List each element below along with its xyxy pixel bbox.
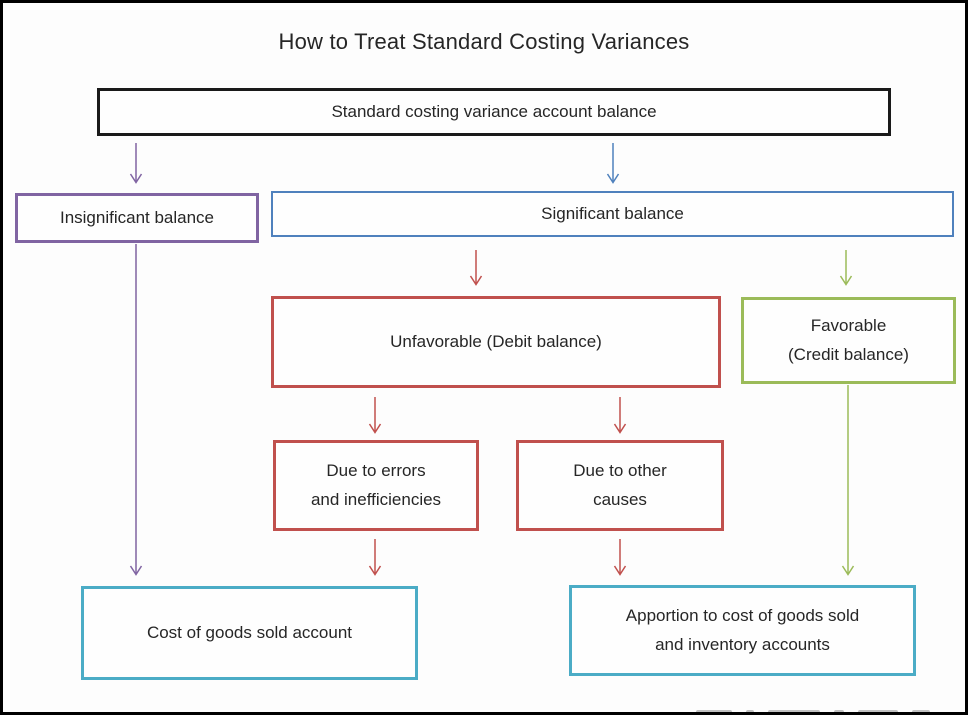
node-favorable: Favorable (Credit balance) bbox=[741, 297, 956, 384]
node-cost-of-goods-sold: Cost of goods sold account bbox=[81, 586, 418, 680]
node-unfavorable-label: Unfavorable (Debit balance) bbox=[390, 331, 602, 351]
node-unfavorable: Unfavorable (Debit balance) bbox=[271, 296, 721, 388]
node-apportion: Apportion to cost of goods sold and inve… bbox=[569, 585, 916, 676]
node-due-to-errors: Due to errors and inefficiencies bbox=[273, 440, 479, 531]
arrow-significant-to-unfavorable bbox=[469, 250, 483, 286]
arrow-unfavorable-to-due-other bbox=[613, 397, 627, 434]
node-cost-of-goods-sold-label: Cost of goods sold account bbox=[146, 622, 353, 642]
arrow-root-to-insignificant bbox=[129, 143, 143, 184]
arrow-due-other-to-apportion bbox=[613, 539, 627, 576]
arrow-favorable-to-apportion bbox=[841, 385, 855, 576]
node-due-to-errors-label: Due to errors and inefficiencies bbox=[310, 461, 442, 509]
node-significant-balance-label: Significant balance bbox=[541, 203, 684, 223]
page-title: How to Treat Standard Costing Variances bbox=[278, 29, 690, 54]
node-apportion-label: Apportion to cost of goods sold and inve… bbox=[625, 606, 860, 654]
node-favorable-label: Favorable (Credit balance) bbox=[788, 316, 909, 364]
node-root-label: Standard costing variance account balanc… bbox=[331, 101, 657, 121]
arrow-significant-to-favorable bbox=[839, 250, 853, 286]
node-insignificant-balance: Insignificant balance bbox=[15, 193, 259, 243]
node-significant-balance: Significant balance bbox=[271, 191, 954, 237]
arrow-due-errors-to-cogs bbox=[368, 539, 382, 576]
node-root: Standard costing variance account balanc… bbox=[97, 88, 891, 136]
arrow-unfavorable-to-due-errors bbox=[368, 397, 382, 434]
node-insignificant-balance-label: Insignificant balance bbox=[59, 207, 215, 227]
arrow-root-to-significant bbox=[606, 143, 620, 184]
node-due-to-other-causes-label: Due to other causes bbox=[573, 461, 667, 509]
arrow-insignificant-to-cogs bbox=[129, 244, 143, 576]
clipped-watermark-remnant bbox=[696, 710, 930, 712]
node-due-to-other-causes: Due to other causes bbox=[516, 440, 724, 531]
